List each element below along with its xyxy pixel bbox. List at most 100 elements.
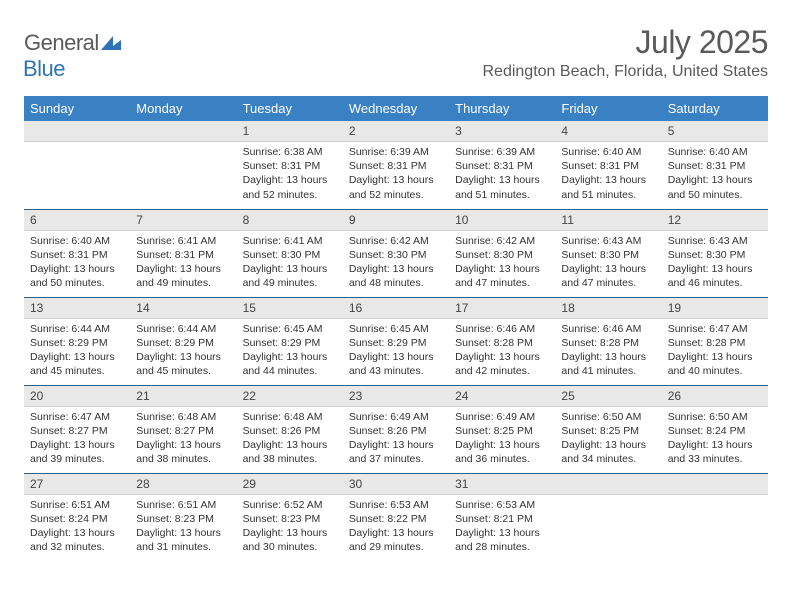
- daylight-line: Daylight: 13 hours and 51 minutes.: [455, 174, 540, 200]
- sunrise-line: Sunrise: 6:49 AM: [455, 411, 535, 423]
- day-number: 27: [24, 474, 130, 495]
- day-number: 28: [130, 474, 236, 495]
- sunrise-line: Sunrise: 6:44 AM: [136, 323, 216, 335]
- sunrise-line: Sunrise: 6:40 AM: [668, 146, 748, 158]
- sunset-line: Sunset: 8:31 PM: [30, 249, 108, 261]
- sunrise-line: Sunrise: 6:40 AM: [561, 146, 641, 158]
- day-body: Sunrise: 6:50 AMSunset: 8:24 PMDaylight:…: [662, 407, 768, 470]
- day-body: Sunrise: 6:53 AMSunset: 8:21 PMDaylight:…: [449, 495, 555, 558]
- sunrise-line: Sunrise: 6:42 AM: [455, 235, 535, 247]
- calendar-day-cell: 31Sunrise: 6:53 AMSunset: 8:21 PMDayligh…: [449, 473, 555, 561]
- sunset-line: Sunset: 8:29 PM: [136, 337, 214, 349]
- day-number-empty: [555, 474, 661, 495]
- sunrise-line: Sunrise: 6:46 AM: [561, 323, 641, 335]
- sunset-line: Sunset: 8:29 PM: [243, 337, 321, 349]
- sunset-line: Sunset: 8:23 PM: [243, 513, 321, 525]
- sunrise-line: Sunrise: 6:46 AM: [455, 323, 535, 335]
- title-block: July 2025 Redington Beach, Florida, Unit…: [483, 24, 769, 81]
- calendar-day-cell: [24, 121, 130, 209]
- day-body: Sunrise: 6:46 AM Sunset: 8:28 PM Daylight:…: [449, 319, 555, 382]
- day-number-empty: [24, 121, 130, 142]
- day-body: Sunrise: 6:46 AMSunset: 8:28 PMDaylight:…: [555, 319, 661, 382]
- daylight-line: Daylight: 13 hours and 52 minutes.: [243, 174, 328, 200]
- sunrise-line: Sunrise: 6:43 AM: [561, 235, 641, 247]
- day-body: Sunrise: 6:43 AMSunset: 8:30 PMDaylight:…: [662, 231, 768, 294]
- calendar-day-cell: [662, 473, 768, 561]
- sunrise-line: Sunrise: 6:52 AM: [243, 499, 323, 511]
- calendar-day-cell: 22Sunrise: 6:48 AMSunset: 8:26 PMDayligh…: [237, 385, 343, 473]
- daylight-line: Daylight: 13 hours and 42 minutes.: [455, 351, 540, 377]
- day-body: Sunrise: 6:40 AMSunset: 8:31 PMDaylight:…: [24, 231, 130, 294]
- day-number: 26: [662, 386, 768, 407]
- sunrise-line: Sunrise: 6:51 AM: [136, 499, 216, 511]
- day-body: Sunrise: 6:44 AMSunset: 8:29 PMDaylight:…: [24, 319, 130, 382]
- day-body: Sunrise: 6:47 AMSunset: 8:28 PMDaylight:…: [662, 319, 768, 382]
- calendar-day-cell: 20Sunrise: 6:47 AMSunset: 8:27 PMDayligh…: [24, 385, 130, 473]
- day-number: 7: [130, 210, 236, 231]
- sunset-line: Sunset: 8:24 PM: [30, 513, 108, 525]
- sunset-line: Sunset: 8:26 PM: [349, 425, 427, 437]
- calendar-day-cell: 29Sunrise: 6:52 AMSunset: 8:23 PMDayligh…: [237, 473, 343, 561]
- day-number: 9: [343, 210, 449, 231]
- calendar-day-cell: 26Sunrise: 6:50 AMSunset: 8:24 PMDayligh…: [662, 385, 768, 473]
- daylight-line: Daylight: 13 hours and 44 minutes.: [243, 351, 328, 377]
- daylight-line: Daylight: 13 hours and 47 minutes.: [455, 263, 540, 289]
- logo: General Blue: [24, 30, 121, 82]
- calendar-day-cell: 7Sunrise: 6:41 AMSunset: 8:31 PMDaylight…: [130, 209, 236, 297]
- sunset-line: Sunset: 8:28 PM: [668, 337, 746, 349]
- sunset-line: Sunset: 8:28 PM: [455, 337, 533, 349]
- day-number: 15: [237, 298, 343, 319]
- day-body-empty: [662, 495, 768, 549]
- day-body: Sunrise: 6:48 AMSunset: 8:26 PMDaylight:…: [237, 407, 343, 470]
- sunrise-line: Sunrise: 6:39 AM: [349, 146, 429, 158]
- calendar-day-cell: 5Sunrise: 6:40 AMSunset: 8:31 PMDaylight…: [662, 121, 768, 209]
- day-number: 23: [343, 386, 449, 407]
- sunset-line: Sunset: 8:24 PM: [668, 425, 746, 437]
- daylight-line: Daylight: 13 hours and 28 minutes.: [455, 527, 540, 553]
- sunset-line: Sunset: 8:22 PM: [349, 513, 427, 525]
- daylight-line: Daylight: 13 hours and 49 minutes.: [243, 263, 328, 289]
- weekday-header: Saturday: [662, 96, 768, 121]
- calendar-day-cell: 4Sunrise: 6:40 AMSunset: 8:31 PMDaylight…: [555, 121, 661, 209]
- day-body: Sunrise: 6:49 AMSunset: 8:26 PMDaylight:…: [343, 407, 449, 470]
- daylight-line: Daylight: 13 hours and 30 minutes.: [243, 527, 328, 553]
- calendar-table: Sunday Monday Tuesday Wednesday Thursday…: [24, 96, 768, 561]
- day-body: Sunrise: 6:52 AM Sunset: 8:23 PM Daylight:…: [237, 495, 343, 558]
- daylight-line: Daylight: 13 hours and 48 minutes.: [349, 263, 434, 289]
- sunset-line: Sunset: 8:31 PM: [243, 160, 321, 172]
- sunset-line: Sunset: 8:26 PM: [243, 425, 321, 437]
- sunrise-line: Sunrise: 6:42 AM: [349, 235, 429, 247]
- weekday-header: Monday: [130, 96, 236, 121]
- daylight-line: Daylight: 13 hours and 38 minutes.: [243, 439, 328, 465]
- calendar-day-cell: 1Sunrise: 6:38 AMSunset: 8:31 PMDaylight…: [237, 121, 343, 209]
- calendar-body: 1Sunrise: 6:38 AMSunset: 8:31 PMDaylight…: [24, 121, 768, 561]
- day-number: 14: [130, 298, 236, 319]
- day-body-empty: [130, 142, 236, 196]
- day-body: Sunrise: 6:40 AMSunset: 8:31 PMDaylight:…: [662, 142, 768, 205]
- sunrise-line: Sunrise: 6:47 AM: [30, 411, 110, 423]
- daylight-line: Daylight: 13 hours and 45 minutes.: [30, 351, 115, 377]
- day-body: Sunrise: 6:49 AMSunset: 8:25 PMDaylight:…: [449, 407, 555, 470]
- sunset-line: Sunset: 8:27 PM: [30, 425, 108, 437]
- day-number: 18: [555, 298, 661, 319]
- day-number: 30: [343, 474, 449, 495]
- sunrise-line: Sunrise: 6:45 AM: [243, 323, 323, 335]
- calendar-day-cell: 10Sunrise: 6:42 AMSunset: 8:30 PMDayligh…: [449, 209, 555, 297]
- sunset-line: Sunset: 8:29 PM: [349, 337, 427, 349]
- sunset-line: Sunset: 8:27 PM: [136, 425, 214, 437]
- sunrise-line: Sunrise: 6:53 AM: [455, 499, 535, 511]
- daylight-line: Daylight: 13 hours and 31 minutes.: [136, 527, 221, 553]
- weekday-header: Thursday: [449, 96, 555, 121]
- daylight-line: Daylight: 13 hours and 38 minutes.: [136, 439, 221, 465]
- logo-text-blue: Blue: [23, 56, 65, 81]
- daylight-line: Daylight: 13 hours and 45 minutes.: [136, 351, 221, 377]
- day-body: Sunrise: 6:51 AMSunset: 8:24 PMDaylight:…: [24, 495, 130, 558]
- sunrise-line: Sunrise: 6:50 AM: [561, 411, 641, 423]
- day-body: Sunrise: 6:40 AMSunset: 8:31 PMDaylight:…: [555, 142, 661, 205]
- calendar-day-cell: 24Sunrise: 6:49 AMSunset: 8:25 PMDayligh…: [449, 385, 555, 473]
- sunset-line: Sunset: 8:28 PM: [561, 337, 639, 349]
- calendar-week-row: 27Sunrise: 6:51 AMSunset: 8:24 PMDayligh…: [24, 473, 768, 561]
- calendar-day-cell: 23Sunrise: 6:49 AMSunset: 8:26 PMDayligh…: [343, 385, 449, 473]
- day-number: 4: [555, 121, 661, 142]
- daylight-line: Daylight: 13 hours and 50 minutes.: [668, 174, 753, 200]
